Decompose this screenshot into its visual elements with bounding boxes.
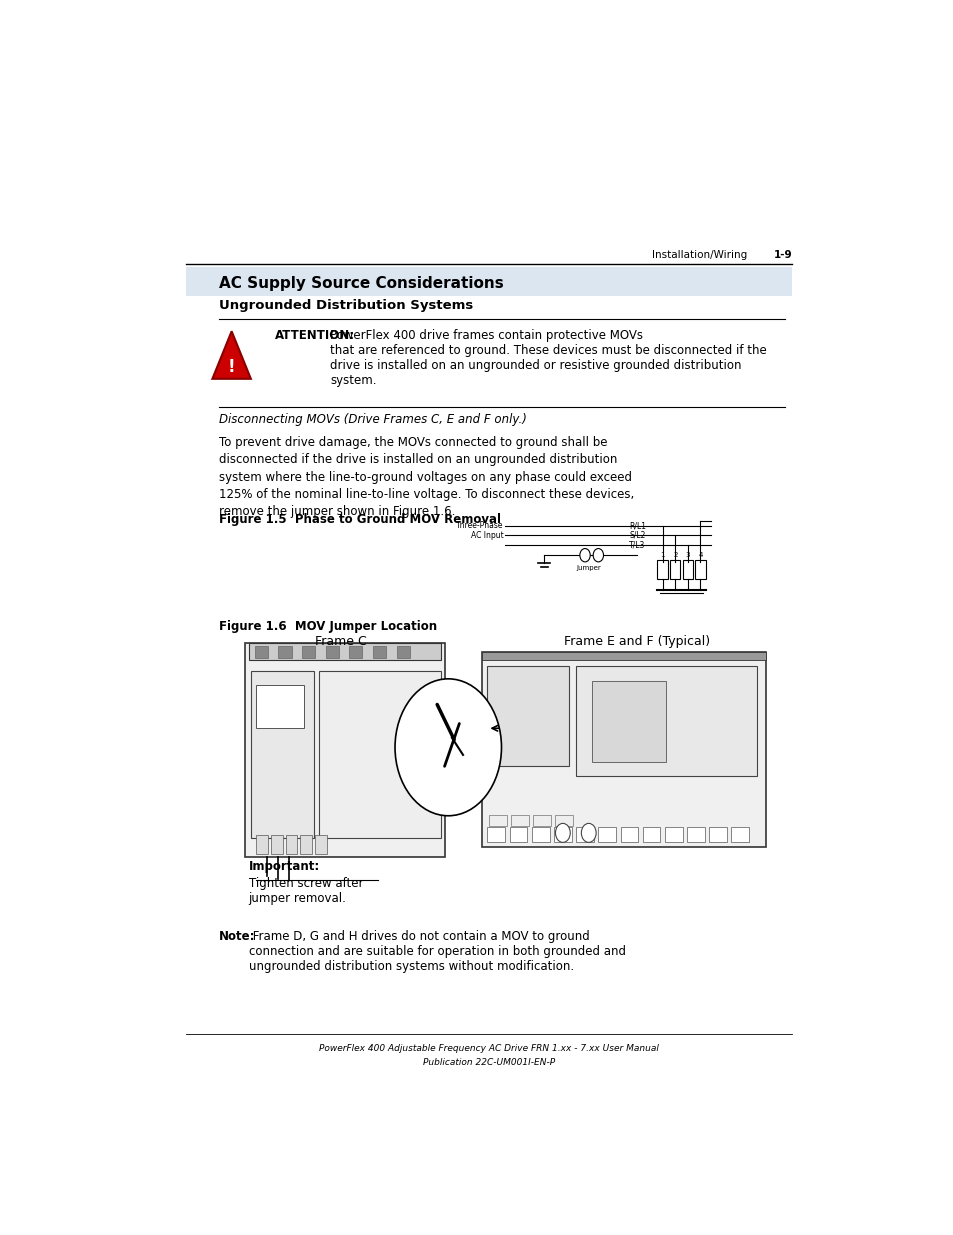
Bar — [619, 827, 638, 842]
Bar — [318, 672, 440, 837]
Circle shape — [579, 548, 590, 562]
Text: S/L2: S/L2 — [629, 531, 645, 540]
Text: !: ! — [228, 358, 235, 375]
Bar — [271, 835, 282, 853]
Text: 1: 1 — [659, 552, 664, 558]
Bar — [509, 827, 527, 842]
Bar — [592, 680, 665, 762]
Bar — [642, 827, 659, 842]
Bar — [554, 827, 571, 842]
Bar — [300, 835, 312, 853]
Text: 1-9: 1-9 — [773, 251, 791, 261]
Text: Disconnecting MOVs (Drive Frames C, E and F only.): Disconnecting MOVs (Drive Frames C, E an… — [219, 412, 526, 426]
Text: Ungrounded Distribution Systems: Ungrounded Distribution Systems — [219, 299, 473, 311]
Circle shape — [555, 824, 570, 842]
Bar — [481, 652, 765, 659]
Bar — [396, 646, 410, 658]
Bar — [255, 685, 304, 729]
Bar — [664, 827, 682, 842]
Bar — [251, 672, 314, 837]
Text: To prevent drive damage, the MOVs connected to ground shall be: To prevent drive damage, the MOVs connec… — [219, 436, 607, 450]
Text: Frame C: Frame C — [314, 635, 367, 648]
Text: ATTENTION:: ATTENTION: — [274, 329, 355, 342]
Bar — [285, 835, 297, 853]
Bar — [249, 642, 440, 659]
Bar — [349, 646, 362, 658]
Bar — [682, 559, 692, 579]
Bar — [576, 667, 757, 776]
Text: 4: 4 — [698, 552, 701, 558]
Text: AC Supply Source Considerations: AC Supply Source Considerations — [219, 275, 503, 290]
Text: 125% of the nominal line-to-line voltage. To disconnect these devices,: 125% of the nominal line-to-line voltage… — [219, 488, 634, 500]
Polygon shape — [213, 331, 251, 379]
Bar — [245, 642, 444, 857]
Text: PowerFlex 400 drive frames contain protective MOVs
that are referenced to ground: PowerFlex 400 drive frames contain prote… — [330, 329, 766, 387]
Bar — [531, 827, 549, 842]
Bar — [695, 559, 705, 579]
Text: 3: 3 — [685, 552, 689, 558]
Text: 2: 2 — [673, 552, 677, 558]
Bar — [598, 827, 616, 842]
Bar — [373, 646, 386, 658]
Circle shape — [580, 824, 596, 842]
Text: Publication 22C-UM001I-EN-P: Publication 22C-UM001I-EN-P — [422, 1058, 555, 1067]
Bar — [708, 827, 726, 842]
Text: Figure 1.6  MOV Jumper Location: Figure 1.6 MOV Jumper Location — [219, 620, 436, 632]
Bar — [555, 815, 573, 826]
Text: PowerFlex 400 Adjustable Frequency AC Drive FRN 1.xx - 7.xx User Manual: PowerFlex 400 Adjustable Frequency AC Dr… — [318, 1044, 659, 1053]
Circle shape — [593, 548, 603, 562]
Text: disconnected if the drive is installed on an ungrounded distribution: disconnected if the drive is installed o… — [219, 453, 617, 467]
Text: Jumper: Jumper — [576, 564, 600, 571]
Text: R/L1: R/L1 — [629, 521, 646, 530]
Bar — [278, 646, 292, 658]
Text: T/L3: T/L3 — [629, 540, 645, 550]
Text: Three-Phase
AC Input: Three-Phase AC Input — [456, 521, 503, 540]
Text: Frame E and F (Typical): Frame E and F (Typical) — [563, 635, 709, 648]
FancyBboxPatch shape — [186, 267, 791, 295]
Bar — [481, 652, 765, 847]
Text: system where the line-to-ground voltages on any phase could exceed: system where the line-to-ground voltages… — [219, 471, 632, 484]
Text: Important:: Important: — [249, 860, 319, 872]
Bar — [488, 815, 506, 826]
Bar — [487, 827, 505, 842]
Bar — [314, 835, 327, 853]
Bar — [533, 815, 551, 826]
Bar — [669, 559, 679, 579]
Text: Figure 1.5  Phase to Ground MOV Removal: Figure 1.5 Phase to Ground MOV Removal — [219, 514, 500, 526]
Text: remove the jumper shown in Figure 1.6.: remove the jumper shown in Figure 1.6. — [219, 505, 455, 517]
Text: Installation/Wiring: Installation/Wiring — [651, 251, 746, 261]
Text: Note:: Note: — [219, 930, 255, 942]
Bar — [301, 646, 314, 658]
Bar — [487, 667, 568, 766]
Circle shape — [395, 679, 501, 816]
Bar — [255, 835, 268, 853]
Bar — [254, 646, 268, 658]
Text: Frame D, G and H drives do not contain a MOV to ground
connection and are suitab: Frame D, G and H drives do not contain a… — [249, 930, 625, 973]
Bar — [686, 827, 704, 842]
Bar — [511, 815, 528, 826]
Bar — [576, 827, 594, 842]
Bar — [657, 559, 667, 579]
Text: Tighten screw after
jumper removal.: Tighten screw after jumper removal. — [249, 877, 363, 904]
Bar — [325, 646, 338, 658]
Bar — [731, 827, 748, 842]
